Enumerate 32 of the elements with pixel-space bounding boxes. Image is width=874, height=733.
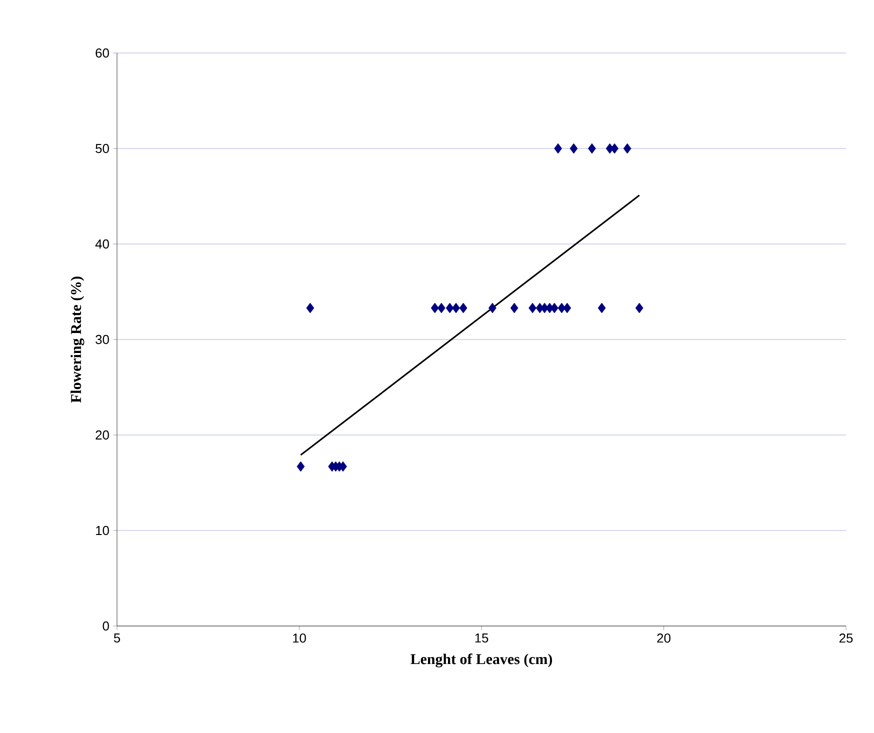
x-tick-label: 15: [475, 634, 488, 643]
x-tick-label: 5: [114, 634, 120, 643]
point: [570, 143, 578, 154]
x-tick-label: 20: [657, 634, 670, 643]
y-tick-label: 30: [96, 334, 109, 344]
y-tick-label: 50: [96, 144, 109, 154]
point: [488, 302, 496, 314]
point: [554, 143, 562, 154]
point: [588, 143, 596, 154]
point: [452, 302, 460, 314]
y-axis-title: Flowering Rate (%): [70, 276, 84, 403]
y-tick-label: 10: [96, 526, 109, 536]
point: [446, 302, 454, 314]
x-axis-title: Lenght of Leaves (cm): [410, 654, 552, 668]
point: [528, 302, 536, 314]
point: [610, 143, 618, 154]
point: [623, 143, 632, 154]
point: [430, 302, 439, 314]
x-tick-label: 25: [839, 634, 853, 643]
x-tick-label: 10: [293, 634, 306, 643]
y-tick-label: 60: [96, 48, 109, 58]
point: [635, 302, 644, 314]
point: [437, 302, 446, 314]
point: [563, 302, 572, 314]
point: [459, 302, 468, 314]
y-tick-label: 20: [96, 430, 109, 440]
y-tick-label: 0: [102, 621, 109, 631]
point: [296, 461, 305, 472]
y-tick-label: 40: [95, 239, 109, 249]
point: [598, 302, 606, 314]
point: [306, 302, 314, 314]
point: [510, 302, 518, 314]
